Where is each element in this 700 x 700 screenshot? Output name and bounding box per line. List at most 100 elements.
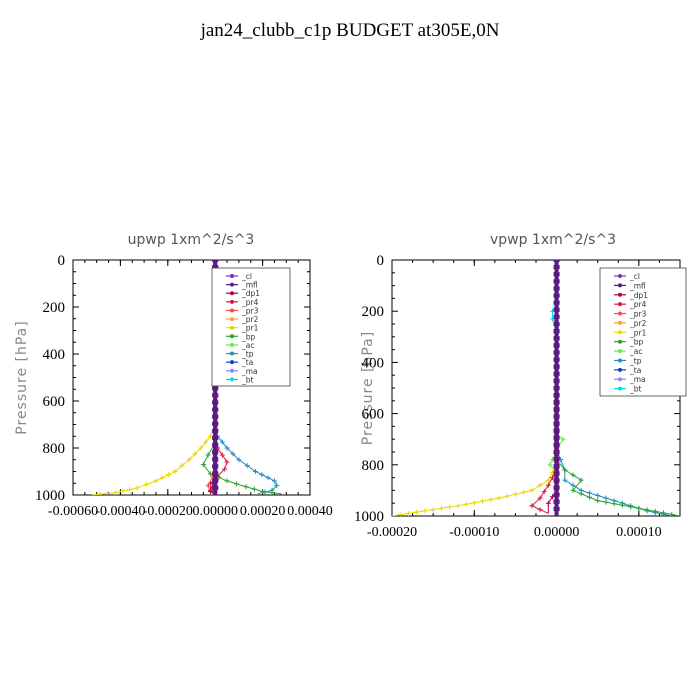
y-tick-label: 400 bbox=[362, 355, 385, 371]
y-tick-label: 0 bbox=[58, 253, 66, 269]
x-tick-label: 0.00000 bbox=[192, 504, 238, 519]
legend-label-pr1: _pr1 bbox=[241, 324, 259, 333]
series-marker-pr1 bbox=[113, 490, 119, 495]
series-marker-tp bbox=[271, 478, 277, 484]
series-marker-pr1 bbox=[166, 472, 172, 478]
main-title: jan24_clubb_c1p BUDGET at305E,0N bbox=[200, 20, 500, 41]
y-tick-label: 600 bbox=[43, 394, 66, 410]
series-marker-mfl bbox=[553, 442, 560, 447]
series-marker-bp bbox=[243, 484, 249, 490]
y-tick-label: 800 bbox=[43, 441, 66, 457]
series-marker-mfl bbox=[212, 265, 219, 270]
series-marker-pr1 bbox=[143, 481, 149, 487]
series-marker-pr4 bbox=[549, 475, 555, 481]
series-marker-mfl bbox=[212, 471, 219, 476]
series-marker-pr1 bbox=[447, 504, 453, 510]
series-marker-pr1 bbox=[512, 491, 518, 497]
series-marker-mfl bbox=[553, 343, 560, 348]
series-marker-mfl bbox=[553, 279, 560, 284]
series-marker-mfl bbox=[212, 414, 219, 419]
y-axis-label: Pressure [hPa] bbox=[14, 320, 30, 434]
legend-label-ta: _ta bbox=[241, 358, 253, 367]
series-marker-bp bbox=[644, 507, 650, 513]
series-marker-tp bbox=[570, 482, 576, 488]
legend-box bbox=[211, 267, 291, 387]
series-marker-pr1 bbox=[198, 445, 204, 451]
series-marker-pr1 bbox=[455, 503, 461, 509]
series-marker-tp bbox=[586, 490, 592, 496]
y-tick-label: 800 bbox=[362, 458, 385, 474]
series-line-pr1 bbox=[392, 260, 558, 516]
series-marker-bp bbox=[260, 488, 266, 494]
series-marker-tp bbox=[562, 477, 568, 483]
y-tick-label: 1000 bbox=[354, 509, 384, 525]
legend-label-dp1: _dp1 bbox=[241, 289, 260, 298]
series-marker-tp bbox=[219, 439, 225, 445]
series-marker-mfl bbox=[212, 450, 219, 455]
series-marker-tp bbox=[595, 493, 601, 499]
series-marker-pr1 bbox=[537, 482, 543, 488]
series-marker-bp bbox=[234, 481, 240, 487]
legend-label-ma: _ma bbox=[241, 367, 258, 376]
legend-label-pr3: _pr3 bbox=[629, 310, 647, 319]
series-marker-pr4 bbox=[537, 495, 543, 501]
series-marker-pr4 bbox=[224, 459, 230, 465]
series-marker-mfl bbox=[553, 485, 560, 490]
legend-label-pr4: _pr4 bbox=[629, 300, 647, 309]
series-marker-mfl bbox=[553, 414, 560, 419]
series-marker-pr4 bbox=[222, 466, 228, 472]
series-marker-mfl bbox=[553, 265, 560, 270]
series-marker-pr4 bbox=[537, 507, 543, 513]
y-tick-label: 600 bbox=[362, 407, 385, 423]
legend-label-bt: _bt bbox=[629, 385, 642, 394]
legend-label-pr2: _pr2 bbox=[629, 319, 647, 328]
series-marker-mfl bbox=[553, 393, 560, 398]
series-marker-dp1 bbox=[549, 494, 555, 500]
legend-marker-bp bbox=[618, 339, 622, 344]
series-marker-bp bbox=[628, 504, 634, 510]
series-marker-mfl bbox=[553, 272, 560, 277]
y-tick-label: 1000 bbox=[35, 488, 65, 504]
legend-marker-bt bbox=[618, 386, 622, 391]
series-marker-mfl bbox=[553, 386, 560, 390]
legend-marker-dp1 bbox=[618, 292, 622, 297]
legend-marker-ac bbox=[230, 342, 234, 347]
legend-marker-mfl bbox=[618, 283, 622, 288]
series-marker-pr1 bbox=[488, 497, 494, 503]
legend-marker-ma bbox=[230, 368, 234, 373]
series-marker-bp bbox=[570, 472, 576, 478]
x-tick-label: -0.00010 bbox=[449, 525, 499, 540]
series-marker-pr1 bbox=[192, 451, 198, 457]
legend-label-tp: _tp bbox=[629, 356, 642, 365]
series-marker-mfl bbox=[212, 260, 219, 262]
series-marker-dp1 bbox=[545, 500, 551, 506]
series-marker-mfl bbox=[553, 350, 560, 355]
chart-panel-1: upwp 1xm^2/s^3 Pressure [hPa] 0 200 400 600 80… bbox=[14, 232, 333, 519]
legend-label-ac: _ac bbox=[629, 347, 642, 356]
legend-marker-bp bbox=[230, 334, 234, 339]
legend-label-mfl: _mfl bbox=[241, 281, 258, 290]
legend-label-ma: _ma bbox=[629, 375, 646, 384]
legend-marker-ma bbox=[618, 377, 622, 382]
series-marker-mfl bbox=[553, 457, 560, 462]
series-marker-dp1 bbox=[207, 488, 213, 494]
legend-marker-cl bbox=[230, 274, 234, 278]
legend-label-cl: _cl bbox=[629, 272, 640, 281]
series-marker-mfl bbox=[553, 260, 560, 262]
series-marker-tp bbox=[259, 472, 265, 478]
series-marker-pr1 bbox=[504, 493, 510, 499]
legend-label-ac: _ac bbox=[241, 341, 254, 350]
legend-label-bp: _bp bbox=[241, 332, 256, 341]
y-tick-label: 0 bbox=[377, 253, 385, 269]
legend-marker-pr2 bbox=[618, 320, 622, 325]
series-marker-bp bbox=[207, 471, 213, 477]
series-marker-mfl bbox=[553, 286, 560, 291]
series-marker-mfl bbox=[553, 293, 560, 298]
legend-marker-ta bbox=[618, 367, 622, 372]
series-marker-pr4 bbox=[219, 452, 225, 458]
legend-marker-tp bbox=[230, 351, 234, 356]
series-marker-pr1 bbox=[545, 477, 551, 483]
series-marker-tp bbox=[265, 475, 271, 481]
series-marker-pr1 bbox=[120, 488, 126, 494]
